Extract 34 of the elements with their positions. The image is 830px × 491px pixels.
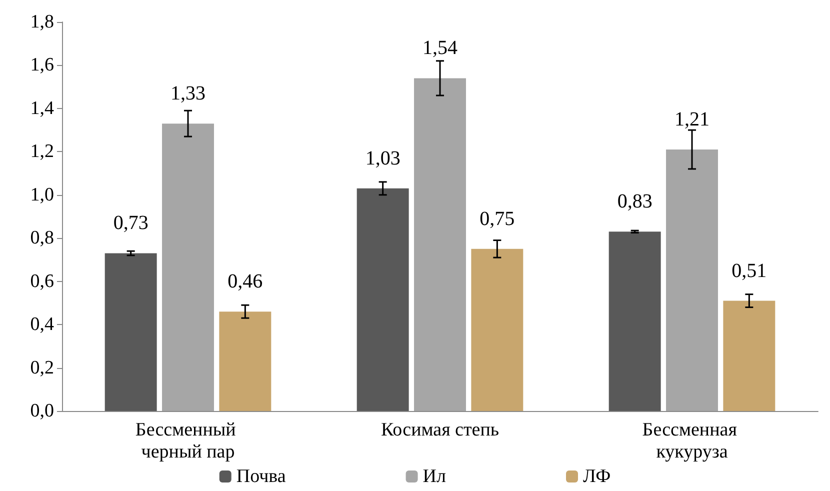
x-tick-label: Бессменный черный пар [135,420,241,462]
data-label: 1,21 [674,108,710,131]
data-label: 1,54 [422,37,458,60]
y-tick-label: 1,4 [30,98,54,119]
data-label: 0,83 [617,190,652,213]
y-tick-label: 0,6 [30,270,54,292]
data-label: 1,03 [365,147,400,170]
bar [471,248,524,411]
bar [666,150,718,411]
y-tick-label: 0,4 [30,314,54,336]
data-label: 0,51 [732,260,767,282]
bar [162,124,214,411]
data-label: 0,46 [228,270,263,293]
x-tick-label: Косимая степь [380,420,500,440]
bar [723,300,776,411]
y-tick-label: 1,6 [30,54,54,76]
bar [104,253,157,411]
y-tick-label: 0,8 [30,228,54,249]
x-tick-label: Бессменная кукуруза [642,420,742,462]
data-label: 0,73 [113,212,148,234]
legend-label: Ил [422,466,447,487]
y-tick-label: 1,0 [30,184,54,206]
bar [414,78,466,411]
y-tick-label: 1,8 [30,12,54,32]
bar [608,232,661,411]
bar [356,188,409,411]
y-tick-label: 0,2 [30,357,54,378]
data-label: 1,33 [170,82,206,105]
bar [219,312,272,411]
legend-label: Почва [236,466,286,487]
data-label: 0,75 [480,208,515,230]
y-tick-label: 1,2 [30,141,54,162]
legend-label: ЛФ [583,466,611,487]
y-tick-label: 0,0 [30,400,54,422]
